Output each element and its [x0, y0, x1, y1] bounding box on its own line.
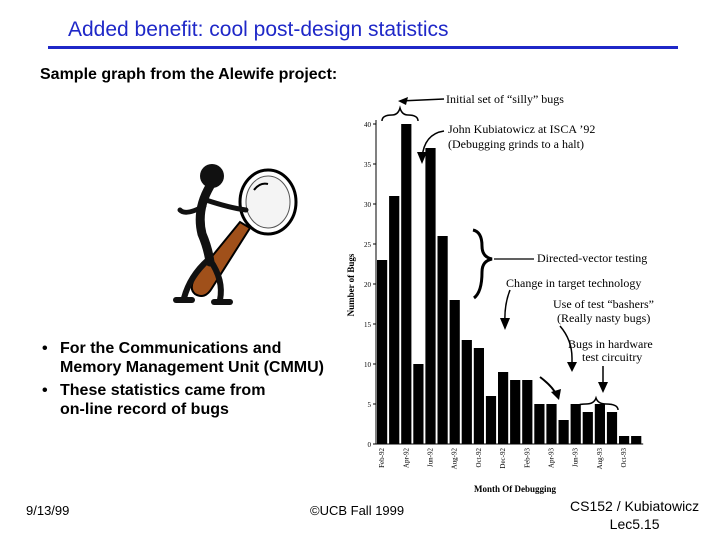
x-tick-label: Aug-93	[596, 448, 604, 470]
annotation-brace-directed	[472, 228, 493, 300]
bullet-text-line: on-line record of bugs	[60, 401, 229, 418]
y-tick-label: 10	[364, 361, 372, 369]
annotation-arrow-head	[598, 382, 608, 393]
bar-Jul-92	[437, 236, 448, 444]
bar-Mar-92	[389, 196, 400, 444]
bar-May-92	[413, 364, 424, 444]
bar-May-93	[558, 420, 569, 444]
x-tick-label: Feb-92	[378, 448, 386, 468]
footer-copyright: ©UCB Fall 1999	[310, 503, 405, 518]
annotation-isca: John Kubiatowicz at ISCA ’92	[448, 122, 595, 136]
footer-lecture-number: Lec5.15	[609, 516, 660, 532]
bar-Feb-92	[377, 260, 388, 444]
annotation-test-circuitry: test circuitry	[582, 350, 642, 364]
y-tick-label: 30	[364, 201, 372, 209]
footer-course-name: CS152 / Kubiatowicz	[570, 498, 700, 514]
bar-Aug-92	[449, 300, 460, 444]
bullet-dot: •	[42, 340, 48, 357]
bar-Mar-93	[534, 404, 545, 444]
x-tick-label: Jun-93	[572, 448, 580, 468]
bar-Sep-93	[606, 412, 618, 444]
bar-Jul-93	[582, 412, 593, 444]
annotation-target-technology: Change in target technology	[506, 276, 641, 290]
magnifying-glass-mascot-icon	[173, 164, 298, 305]
x-tick-label: Oct-92	[475, 448, 483, 468]
annotation-brace-initial	[381, 105, 419, 122]
annotation-arrow-head	[567, 362, 577, 372]
y-tick-label: 35	[364, 161, 372, 169]
y-tick-label: 0	[368, 441, 372, 449]
annotation-hardware-bugs: Bugs in hardware	[568, 337, 653, 351]
annotation-brace-late	[573, 395, 619, 411]
annotation-arrow-head	[500, 318, 510, 330]
y-tick-label: 20	[364, 281, 372, 289]
x-tick-label: Apr-93	[548, 448, 556, 469]
x-tick-label: Oct-93	[620, 448, 628, 468]
bar-Oct-93	[619, 436, 630, 444]
annotation-nasty-bugs: (Really nasty bugs)	[557, 311, 650, 325]
title-underline	[48, 46, 678, 49]
y-tick-label: 5	[368, 401, 372, 409]
annotation-directed-vector: Directed-vector testing	[537, 251, 647, 265]
bar-Nov-92	[485, 396, 497, 444]
bar-Jan-93	[510, 380, 521, 444]
bar-Apr-93	[546, 404, 557, 444]
x-tick-label: Feb-93	[523, 448, 531, 468]
bullet-text-line: For the Communications and	[60, 340, 282, 357]
bar-Jun-93	[570, 404, 581, 444]
annotation-arrow-head	[417, 152, 427, 164]
bar-Nov-93	[631, 436, 642, 444]
annotation-arrow-head	[551, 389, 561, 400]
annotation-test-bashers: Use of test “bashers”	[553, 297, 654, 311]
y-tick-label: 40	[364, 121, 372, 129]
x-tick-label: Jun-92	[427, 448, 435, 468]
y-axis-label: Number of Bugs	[346, 253, 356, 316]
bar-Aug-93	[594, 404, 605, 444]
bar-Feb-93	[522, 380, 533, 444]
annotation-initial-bugs: Initial set of “silly” bugs	[446, 92, 564, 106]
annotation-arrow-head	[398, 97, 408, 105]
annotation-arrow-initial	[399, 98, 445, 102]
bar-Apr-92	[401, 124, 412, 444]
bullet-list: • For the Communications and Memory Mana…	[42, 339, 362, 423]
bullet-text-line: These statistics came from	[60, 382, 266, 399]
footer-date: 9/13/99	[26, 503, 70, 518]
annotation-isca-halt: (Debugging grinds to a halt)	[448, 137, 584, 151]
bullet-text-line: Memory Management Unit (CMMU)	[60, 359, 325, 376]
x-tick-label: Dec-92	[499, 448, 507, 469]
y-tick-label: 25	[364, 241, 372, 249]
bullet-item-records: • These statistics came from on-line rec…	[42, 381, 362, 419]
footer-course: CS152 / Kubiatowicz Lec5.15	[570, 497, 699, 533]
y-tick-label: 15	[364, 321, 372, 329]
bullet-dot: •	[42, 382, 48, 399]
x-axis-label: Month Of Debugging	[474, 484, 557, 494]
slide-title: Added benefit: cool post-design statisti…	[68, 18, 449, 41]
slide-subtitle: Sample graph from the Alewife project:	[40, 66, 338, 83]
x-tick-label: Aug-92	[451, 448, 459, 470]
x-tick-label: Apr-92	[402, 448, 410, 469]
bar-Jun-92	[425, 148, 436, 444]
bullet-item-cmmu: • For the Communications and Memory Mana…	[42, 339, 362, 377]
bar-Dec-92	[498, 372, 509, 444]
bar-Sep-92	[461, 340, 472, 444]
bar-Oct-92	[473, 348, 484, 444]
annotation-arrow-bashers	[559, 325, 573, 366]
